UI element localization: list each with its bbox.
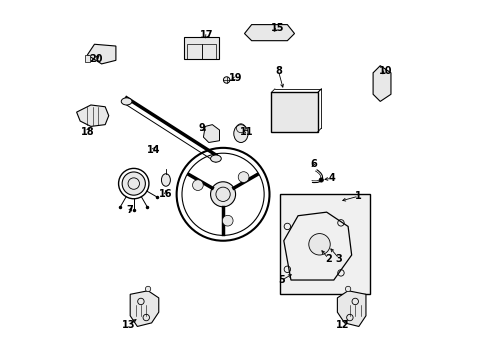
Text: 3: 3 xyxy=(335,253,342,264)
Text: 20: 20 xyxy=(89,54,103,64)
Polygon shape xyxy=(87,44,116,64)
Text: 5: 5 xyxy=(278,275,285,285)
Ellipse shape xyxy=(210,182,235,207)
Text: 13: 13 xyxy=(122,320,135,330)
Bar xyxy=(183,37,219,59)
Ellipse shape xyxy=(145,286,150,292)
Text: 15: 15 xyxy=(270,23,284,33)
Text: 12: 12 xyxy=(335,320,349,330)
Polygon shape xyxy=(337,291,365,327)
Bar xyxy=(201,44,216,59)
Ellipse shape xyxy=(308,234,329,255)
Ellipse shape xyxy=(223,77,229,83)
Polygon shape xyxy=(372,66,390,102)
Ellipse shape xyxy=(161,174,170,186)
Polygon shape xyxy=(130,291,159,327)
Text: 17: 17 xyxy=(200,30,213,40)
Text: 1: 1 xyxy=(355,191,362,201)
Text: 2: 2 xyxy=(325,253,331,264)
Bar xyxy=(187,44,201,59)
Ellipse shape xyxy=(233,125,247,143)
Polygon shape xyxy=(244,24,294,41)
Bar xyxy=(280,194,369,294)
Text: 19: 19 xyxy=(228,73,242,83)
Text: 16: 16 xyxy=(159,189,172,199)
Ellipse shape xyxy=(210,155,221,162)
Ellipse shape xyxy=(192,180,203,190)
Ellipse shape xyxy=(345,286,350,292)
Ellipse shape xyxy=(121,98,132,105)
Polygon shape xyxy=(77,105,108,126)
Text: 11: 11 xyxy=(239,127,252,137)
Polygon shape xyxy=(203,125,219,143)
Ellipse shape xyxy=(122,172,145,195)
Bar xyxy=(84,55,90,62)
Ellipse shape xyxy=(222,215,233,226)
Text: 18: 18 xyxy=(81,127,94,137)
Text: 4: 4 xyxy=(328,173,335,183)
Text: 14: 14 xyxy=(146,145,160,155)
Ellipse shape xyxy=(238,172,248,183)
Text: 8: 8 xyxy=(274,66,281,76)
Ellipse shape xyxy=(319,178,323,182)
Text: 7: 7 xyxy=(126,205,133,215)
Bar xyxy=(271,93,317,132)
Text: 10: 10 xyxy=(378,66,391,76)
Text: 9: 9 xyxy=(198,123,204,133)
Text: 6: 6 xyxy=(309,159,316,169)
